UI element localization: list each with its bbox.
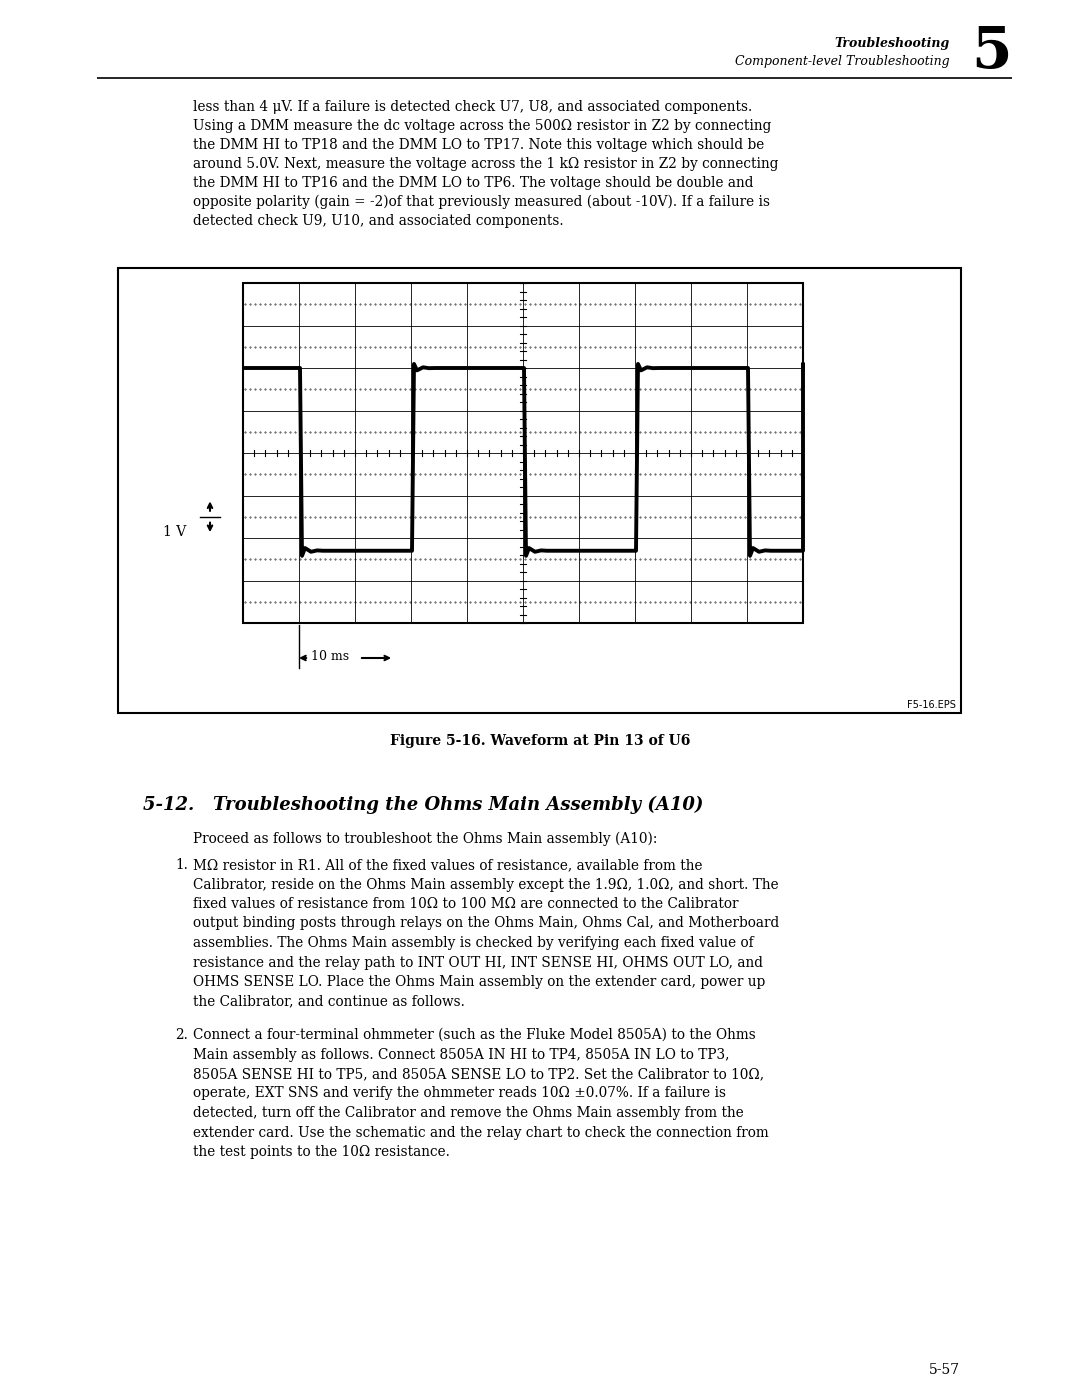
Text: detected, turn off the Calibrator and remove the Ohms Main assembly from the: detected, turn off the Calibrator and re…: [193, 1106, 744, 1120]
Bar: [243, 284, 804, 623]
Text: around 5.0V. Next, measure the voltage across the 1 kΩ resistor in Z2 by connect: around 5.0V. Next, measure the voltage a…: [193, 156, 779, 170]
Text: detected check U9, U10, and associated components.: detected check U9, U10, and associated c…: [193, 214, 564, 228]
Text: F5-16.EPS: F5-16.EPS: [907, 700, 956, 710]
Text: 1.: 1.: [175, 858, 188, 872]
Text: 5-12.   Troubleshooting the Ohms Main Assembly (A10): 5-12. Troubleshooting the Ohms Main Asse…: [143, 796, 703, 814]
Text: 1 V: 1 V: [163, 525, 187, 539]
Text: extender card. Use the schematic and the relay chart to check the connection fro: extender card. Use the schematic and the…: [193, 1126, 769, 1140]
Text: operate, EXT SNS and verify the ohmmeter reads 10Ω ±0.07%. If a failure is: operate, EXT SNS and verify the ohmmeter…: [193, 1087, 726, 1101]
Text: 2.: 2.: [175, 1028, 188, 1042]
Text: Connect a four-terminal ohmmeter (such as the Fluke Model 8505A) to the Ohms: Connect a four-terminal ohmmeter (such a…: [193, 1028, 756, 1042]
Text: 10 ms: 10 ms: [311, 650, 349, 664]
Text: the DMM HI to TP16 and the DMM LO to TP6. The voltage should be double and: the DMM HI to TP16 and the DMM LO to TP6…: [193, 176, 754, 190]
Text: 5: 5: [972, 24, 1012, 80]
Text: Using a DMM measure the dc voltage across the 500Ω resistor in Z2 by connecting: Using a DMM measure the dc voltage acros…: [193, 119, 771, 133]
Text: 8505A SENSE HI to TP5, and 8505A SENSE LO to TP2. Set the Calibrator to 10Ω,: 8505A SENSE HI to TP5, and 8505A SENSE L…: [193, 1067, 765, 1081]
Text: Figure 5-16. Waveform at Pin 13 of U6: Figure 5-16. Waveform at Pin 13 of U6: [390, 733, 690, 747]
Text: Calibrator, reside on the Ohms Main assembly except the 1.9Ω, 1.0Ω, and short. T: Calibrator, reside on the Ohms Main asse…: [193, 877, 779, 891]
Bar: [118, 268, 961, 712]
Text: the Calibrator, and continue as follows.: the Calibrator, and continue as follows.: [193, 995, 464, 1009]
Text: Proceed as follows to troubleshoot the Ohms Main assembly (A10):: Proceed as follows to troubleshoot the O…: [193, 833, 658, 847]
Text: the DMM HI to TP18 and the DMM LO to TP17. Note this voltage which should be: the DMM HI to TP18 and the DMM LO to TP1…: [193, 138, 765, 152]
Text: resistance and the relay path to INT OUT HI, INT SENSE HI, OHMS OUT LO, and: resistance and the relay path to INT OUT…: [193, 956, 762, 970]
Text: Troubleshooting: Troubleshooting: [835, 36, 950, 49]
Text: less than 4 μV. If a failure is detected check U7, U8, and associated components: less than 4 μV. If a failure is detected…: [193, 101, 753, 115]
Text: MΩ resistor in R1. All of the fixed values of resistance, available from the: MΩ resistor in R1. All of the fixed valu…: [193, 858, 702, 872]
Text: OHMS SENSE LO. Place the Ohms Main assembly on the extender card, power up: OHMS SENSE LO. Place the Ohms Main assem…: [193, 975, 766, 989]
Text: Component-level Troubleshooting: Component-level Troubleshooting: [735, 56, 950, 68]
Text: the test points to the 10Ω resistance.: the test points to the 10Ω resistance.: [193, 1146, 450, 1160]
Text: 5-57: 5-57: [929, 1363, 960, 1377]
Text: fixed values of resistance from 10Ω to 100 MΩ are connected to the Calibrator: fixed values of resistance from 10Ω to 1…: [193, 897, 739, 911]
Text: assemblies. The Ohms Main assembly is checked by verifying each fixed value of: assemblies. The Ohms Main assembly is ch…: [193, 936, 754, 950]
Text: Main assembly as follows. Connect 8505A IN HI to TP4, 8505A IN LO to TP3,: Main assembly as follows. Connect 8505A …: [193, 1048, 729, 1062]
Text: output binding posts through relays on the Ohms Main, Ohms Cal, and Motherboard: output binding posts through relays on t…: [193, 916, 780, 930]
Text: opposite polarity (gain = -2)of that previously measured (about -10V). If a fail: opposite polarity (gain = -2)of that pre…: [193, 196, 770, 210]
